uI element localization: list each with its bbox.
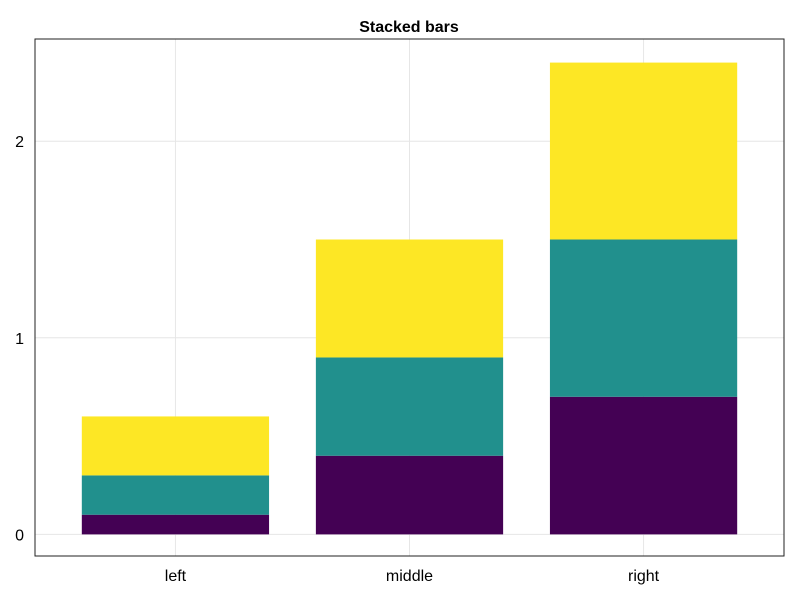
bar-segment-middle-3: [315, 239, 504, 358]
bar-segment-middle-2: [315, 357, 504, 456]
x-tick-label: right: [628, 568, 660, 585]
plot-frame: [34, 38, 785, 557]
bar-segment-right-3: [549, 62, 738, 240]
x-tick-label: middle: [386, 568, 433, 585]
bar-segment-left-3: [81, 416, 270, 476]
y-axis-ticks: 0 1 2: [15, 134, 24, 544]
x-tick-label: left: [165, 568, 187, 585]
bars: [81, 62, 738, 535]
chart-title: Stacked bars: [359, 19, 459, 36]
x-axis-ticks: left middle right: [165, 568, 660, 585]
bar-segment-left-2: [81, 475, 270, 515]
bar-segment-right-2: [549, 239, 738, 397]
y-tick-label: 1: [15, 331, 24, 348]
y-tick-label: 2: [15, 134, 24, 151]
bar-segment-left-1: [81, 514, 270, 535]
bar-segment-right-1: [549, 396, 738, 535]
bar-segment-middle-1: [315, 455, 504, 535]
y-tick-label: 0: [15, 527, 24, 544]
